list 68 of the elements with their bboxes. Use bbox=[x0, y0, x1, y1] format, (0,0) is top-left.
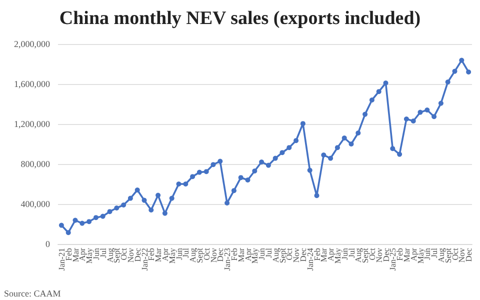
point bbox=[438, 100, 444, 106]
point bbox=[328, 156, 334, 161]
point bbox=[224, 200, 230, 206]
point bbox=[66, 230, 71, 236]
point bbox=[362, 112, 368, 117]
point bbox=[397, 152, 402, 157]
point bbox=[58, 222, 64, 228]
point bbox=[183, 182, 188, 186]
point bbox=[334, 145, 340, 150]
point bbox=[418, 110, 423, 115]
point bbox=[321, 152, 326, 158]
point bbox=[383, 80, 388, 86]
point bbox=[176, 182, 182, 186]
y-tick-label: 800,000 bbox=[20, 159, 50, 169]
y-tick-label: 0 bbox=[46, 239, 50, 249]
point bbox=[432, 114, 437, 120]
point bbox=[390, 146, 396, 152]
source-note: Source: CAAM bbox=[4, 288, 61, 298]
point bbox=[72, 218, 78, 223]
point bbox=[348, 142, 354, 146]
point bbox=[376, 89, 382, 94]
point bbox=[190, 174, 196, 180]
point bbox=[218, 158, 223, 164]
point bbox=[93, 215, 98, 220]
point bbox=[128, 196, 133, 201]
point bbox=[404, 116, 409, 122]
point bbox=[342, 136, 347, 140]
point bbox=[259, 160, 264, 164]
point bbox=[424, 108, 430, 112]
point bbox=[169, 196, 174, 201]
point bbox=[142, 198, 147, 203]
point bbox=[245, 178, 250, 182]
point bbox=[204, 169, 209, 174]
y-tick-label: 1,600,000 bbox=[14, 79, 50, 89]
point bbox=[252, 168, 258, 174]
point bbox=[121, 202, 126, 208]
chart-title: China monthly NEV sales (exports included) bbox=[59, 8, 421, 29]
point bbox=[307, 168, 312, 173]
point bbox=[294, 138, 299, 144]
point bbox=[369, 98, 374, 102]
point bbox=[280, 150, 285, 156]
point bbox=[356, 130, 361, 136]
point bbox=[100, 214, 106, 219]
point bbox=[459, 58, 464, 63]
point bbox=[272, 156, 278, 161]
point bbox=[148, 208, 154, 212]
point bbox=[210, 162, 216, 168]
point bbox=[286, 145, 292, 150]
point bbox=[86, 219, 92, 224]
y-tick-label: 2,000,000 bbox=[14, 39, 50, 49]
point bbox=[238, 175, 244, 180]
point bbox=[445, 80, 450, 84]
point bbox=[231, 188, 236, 194]
point bbox=[266, 162, 271, 168]
point bbox=[156, 192, 161, 198]
point bbox=[80, 220, 85, 226]
point bbox=[410, 118, 416, 124]
y-tick-label: 1,200,000 bbox=[14, 119, 50, 129]
point bbox=[314, 193, 320, 198]
point bbox=[134, 188, 140, 192]
point bbox=[114, 206, 120, 210]
point bbox=[162, 210, 168, 216]
point bbox=[300, 121, 306, 126]
point bbox=[452, 68, 458, 74]
point bbox=[107, 209, 112, 214]
y-tick-label: 400,000 bbox=[20, 199, 50, 209]
point bbox=[196, 170, 202, 175]
point bbox=[466, 70, 472, 74]
